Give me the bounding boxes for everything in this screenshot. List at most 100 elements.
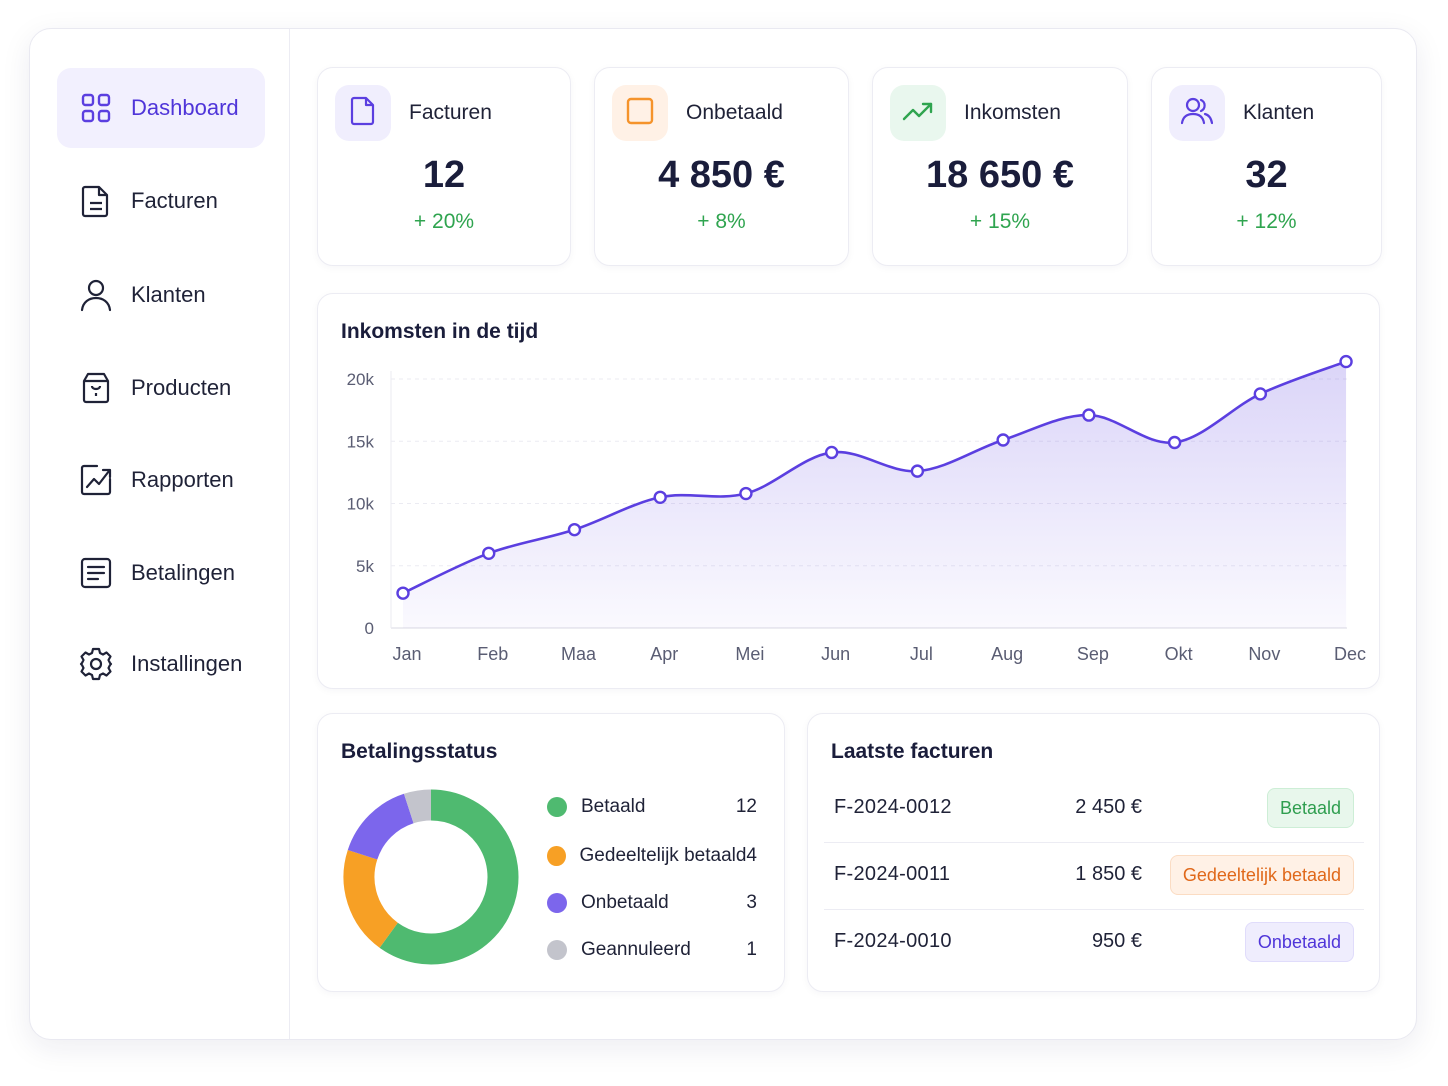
invoice-number[interactable]: F-2024-0012: [834, 796, 952, 818]
data-point[interactable]: [824, 445, 839, 460]
legend-item: Geannuleerd 1: [547, 935, 757, 965]
x-tick-label: Jan: [392, 644, 421, 664]
sidebar-item-betalingen[interactable]: Betalingen: [57, 533, 265, 613]
donut-slice[interactable]: [347, 793, 415, 861]
payment-status-card: Betalingsstatus Betaald 12 Gedeeltelijk be…: [317, 713, 785, 992]
legend-dot: [547, 893, 567, 913]
user-icon: [79, 278, 113, 312]
icon-box: [1169, 85, 1225, 141]
row-divider: [824, 842, 1364, 843]
series-line: [402, 360, 1347, 595]
x-tick-label: Mei: [735, 644, 764, 664]
donut-slice[interactable]: [403, 789, 432, 824]
invoice-number[interactable]: F-2024-0010: [834, 930, 952, 952]
invoice-row[interactable]: F-2024-0010 950 € Onbetaald: [824, 910, 1364, 976]
stat-card-facturen[interactable]: Facturen 12 + 20%: [317, 67, 571, 266]
legend-count: 1: [746, 939, 757, 960]
data-point[interactable]: [996, 433, 1010, 447]
row-divider: [824, 909, 1364, 910]
stat-change: + 12%: [1236, 210, 1297, 233]
icon-box: [890, 85, 946, 141]
legend-count: 4: [746, 845, 757, 866]
box-icon: [79, 371, 113, 405]
card-title: Betalingsstatus: [341, 740, 498, 763]
area-fill: [403, 361, 1347, 628]
icon-box: [335, 85, 391, 141]
y-tick-label: 5k: [356, 557, 374, 576]
stat-change: + 8%: [697, 210, 746, 233]
users-icon: [1180, 97, 1214, 130]
data-point[interactable]: [482, 546, 496, 560]
invoice-row[interactable]: F-2024-0012 2 450 € Betaald: [824, 776, 1364, 842]
legend-label: Onbetaald: [581, 892, 669, 913]
payment-donut-chart: [343, 789, 519, 965]
sidebar-item-installingen[interactable]: Installingen: [57, 624, 265, 704]
legend-dot: [547, 797, 567, 817]
sidebar-item-facturen[interactable]: Facturen: [57, 161, 265, 241]
legend-item: Onbetaald 3: [547, 888, 757, 918]
grid-icon: [79, 91, 113, 125]
stat-value: 18 650 €: [926, 154, 1074, 196]
x-tick-label: Nov: [1248, 644, 1280, 664]
legend-dot: [547, 846, 566, 866]
gear-icon: [79, 647, 113, 681]
sidebar-item-label: Betalingen: [131, 560, 235, 585]
data-point[interactable]: [653, 490, 667, 504]
icon-box: [612, 85, 668, 141]
stat-title: Inkomsten: [964, 101, 1061, 124]
y-tick-label: 15k: [347, 432, 375, 451]
sidebar-item-producten[interactable]: Producten: [57, 348, 265, 428]
stat-title: Facturen: [409, 101, 492, 124]
stat-change: + 20%: [413, 210, 475, 233]
invoice-row[interactable]: F-2024-0011 1 850 € Gedeeltelijk betaald: [824, 843, 1364, 909]
data-point[interactable]: [1253, 387, 1268, 401]
stat-title: Klanten: [1243, 101, 1315, 124]
legend-item: Gedeeltelijk betaald 4: [547, 841, 757, 871]
document-icon: [79, 184, 113, 218]
chart-title: Inkomsten in de tijd: [341, 320, 539, 343]
status-badge: Betaald: [1266, 788, 1354, 828]
chart-up-icon: [79, 463, 113, 497]
donut-slice[interactable]: [379, 789, 519, 965]
x-tick-label: Jul: [910, 644, 933, 664]
sidebar-item-label: Klanten: [131, 282, 206, 307]
legend-count: 12: [735, 796, 757, 817]
data-point[interactable]: [567, 522, 582, 537]
trend-up-icon: [902, 99, 934, 128]
income-chart-card: Inkomsten in de tijd 0 5k 10k 15k 20k Jan Feb M…: [317, 293, 1380, 689]
card-title: Laatste facturen: [831, 740, 994, 763]
stat-title: Onbetaald: [686, 101, 783, 124]
stat-value: 12: [422, 154, 466, 196]
y-tick-label: 10k: [347, 495, 375, 514]
stat-card-onbetaald[interactable]: Onbetaald 4 850 € + 8%: [594, 67, 849, 266]
data-point[interactable]: [910, 464, 925, 478]
stat-card-klanten[interactable]: Klanten 32 + 12%: [1151, 67, 1382, 266]
stat-card-inkomsten[interactable]: Inkomsten 18 650 € + 15%: [872, 67, 1128, 266]
data-point[interactable]: [1082, 408, 1096, 422]
app-window: Dashboard Facturen Klanten: [29, 28, 1417, 1040]
invoice-number[interactable]: F-2024-0011: [834, 863, 951, 885]
sidebar-item-label: Rapporten: [131, 467, 234, 492]
data-point[interactable]: [1339, 354, 1353, 369]
sidebar: Dashboard Facturen Klanten: [30, 29, 290, 1039]
data-point[interactable]: [739, 486, 753, 501]
invoice-amount: 950 €: [1091, 930, 1142, 952]
donut-slice[interactable]: [343, 849, 399, 948]
sidebar-item-label: Facturen: [131, 188, 218, 213]
sidebar-item-label: Installingen: [131, 651, 243, 676]
sidebar-item-klanten[interactable]: Klanten: [57, 255, 265, 335]
stat-change: + 15%: [969, 210, 1031, 233]
legend-label: Betaald: [581, 796, 646, 817]
data-point[interactable]: [396, 586, 410, 600]
sidebar-item-dashboard[interactable]: Dashboard: [57, 68, 265, 148]
x-tick-label: Jun: [821, 644, 850, 664]
stat-value: 32: [1245, 154, 1288, 196]
invoice-amount: 2 450 €: [1075, 796, 1142, 818]
legend-label: Gedeeltelijk betaald: [579, 845, 747, 866]
sidebar-item-rapporten[interactable]: Rapporten: [57, 440, 265, 520]
x-tick-label: Dec: [1334, 644, 1366, 664]
x-tick-label: Sep: [1077, 644, 1109, 664]
data-point[interactable]: [1167, 435, 1182, 450]
legend-dot: [547, 940, 567, 960]
square-icon: [626, 97, 654, 130]
